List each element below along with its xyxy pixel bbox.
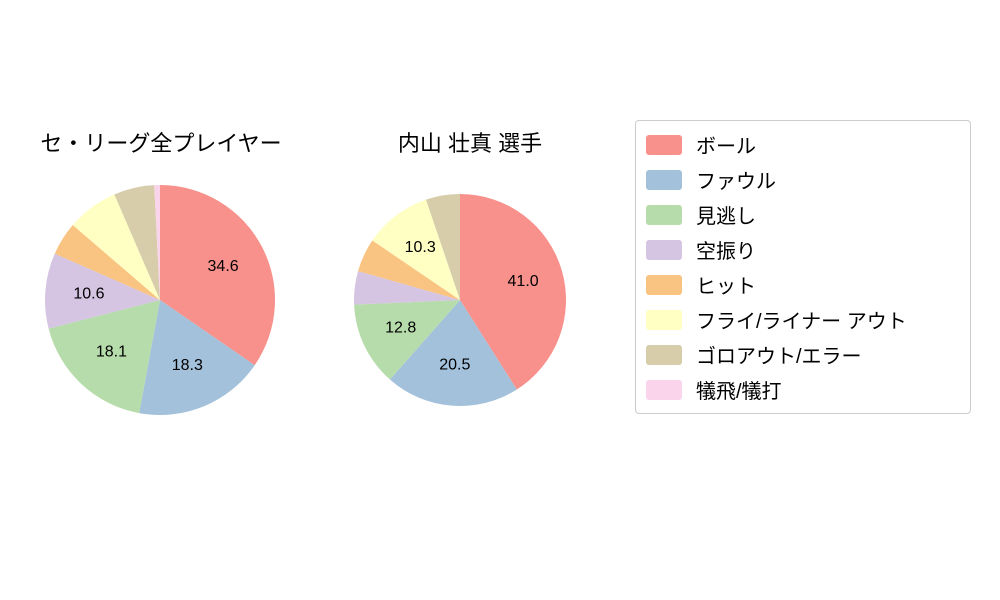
pie-slice	[460, 194, 567, 390]
left-pie-title: セ・リーグ全プレイヤー	[40, 131, 282, 156]
slice-value-label: 10.3	[405, 239, 436, 256]
slice-value-label: 18.3	[172, 357, 203, 374]
pie-slice	[72, 194, 160, 300]
pie-slice	[354, 300, 460, 380]
legend-swatch	[646, 274, 682, 295]
legend-label: ゴロアウト/エラー	[696, 346, 862, 368]
slice-value-label: 41.0	[508, 273, 539, 290]
legend-swatch	[646, 379, 682, 400]
legend-label: 犠飛/犠打	[696, 381, 782, 403]
slice-value-label: 20.5	[439, 357, 470, 374]
pie-slice	[48, 300, 160, 414]
pie-slice	[114, 185, 160, 300]
slice-value-label: 34.6	[208, 258, 239, 275]
pie-slice	[425, 194, 460, 300]
slice-value-label: 10.6	[73, 285, 104, 302]
legend-item: 犠飛/犠打	[646, 372, 960, 407]
pie-slice	[154, 185, 160, 300]
legend-swatch	[646, 239, 682, 260]
legend-item: ゴロアウト/エラー	[646, 337, 960, 372]
legend: ボールファウル見逃し空振りヒットフライ/ライナー アウト ゴロアウト/エラー 犠飛/…	[635, 120, 971, 414]
legend-item: ヒット	[646, 267, 960, 302]
pie-slice	[372, 199, 460, 300]
legend-swatch	[646, 309, 682, 330]
legend-item: 空振り	[646, 232, 960, 267]
legend-item: フライ/ライナー アウト	[646, 302, 960, 337]
pie-slice	[44, 253, 160, 329]
right-pie-title: 内山 壮真 選手	[397, 131, 543, 156]
legend-label: ファウル	[696, 171, 776, 193]
legend-label: 空振り	[696, 241, 756, 263]
legend-label: フライ/ライナー アウト	[696, 311, 907, 333]
legend-item: 見逃し	[646, 197, 960, 232]
pie-slice	[389, 300, 517, 407]
legend-swatch	[646, 344, 682, 365]
pie-slice	[160, 185, 276, 366]
legend-label: 見逃し	[696, 206, 756, 228]
legend-label: ボール	[696, 136, 756, 158]
legend-item: ボール	[646, 127, 960, 162]
legend-label: ヒット	[696, 276, 756, 298]
slice-value-label: 12.8	[385, 320, 416, 337]
pie-slice	[139, 300, 255, 416]
legend-item: ファウル	[646, 162, 960, 197]
legend-swatch	[646, 204, 682, 225]
pie-slice	[358, 240, 460, 300]
slice-value-label: 18.1	[96, 343, 127, 360]
legend-swatch	[646, 134, 682, 155]
legend-swatch	[646, 169, 682, 190]
pie-slice	[353, 271, 460, 305]
pie-slice	[54, 225, 160, 300]
